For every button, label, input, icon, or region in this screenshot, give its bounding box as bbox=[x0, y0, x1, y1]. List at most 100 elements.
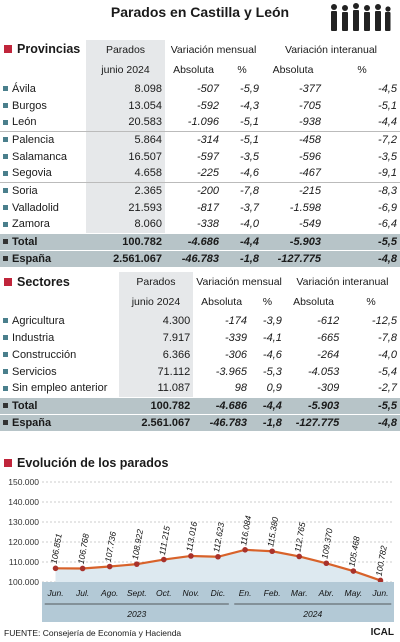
cell-m_pct: -5,3 bbox=[262, 365, 282, 378]
bullet-icon bbox=[3, 188, 8, 194]
row-name-cell: Valladolid bbox=[0, 199, 86, 216]
col-mensual: Variación mensual bbox=[196, 276, 282, 288]
cell-i_pct: -4,8 bbox=[324, 250, 400, 267]
brand-logo: ICAL bbox=[370, 627, 394, 638]
cell-i_pct: -5,5 bbox=[324, 233, 400, 250]
cell-m_abs: -200 bbox=[196, 184, 219, 197]
table-row: Servicios 71.112 -3.965 -5,3 -4.053 -5,4 bbox=[0, 363, 400, 380]
table-row: Burgos 13.054 -592 -4,3 -705 -5,1 bbox=[0, 97, 400, 114]
x-tick-label: Jun. bbox=[371, 588, 388, 598]
row-name: España bbox=[12, 252, 52, 265]
x-tick-label: Mar. bbox=[291, 588, 308, 598]
cell-i_pct: -5,4 bbox=[378, 365, 397, 378]
cell-parados: 2.561.067 bbox=[118, 414, 194, 431]
cell-parados: 4.658 bbox=[86, 165, 165, 182]
chart-title: Evolución de los parados bbox=[17, 456, 169, 470]
cell-i_pct: -5,1 bbox=[378, 99, 397, 112]
cell-m_pct: -3,7 bbox=[240, 201, 259, 214]
cell-parados: 4.300 bbox=[118, 312, 194, 329]
data-point bbox=[242, 547, 248, 553]
row-name-cell: Industria bbox=[0, 329, 119, 346]
cell-m_pct: -3,9 bbox=[262, 314, 282, 327]
bullet-icon bbox=[3, 318, 8, 324]
data-label: 108.922 bbox=[130, 528, 145, 560]
chart-header: Evolución de los parados bbox=[4, 456, 168, 470]
cell-m_pct: -3,5 bbox=[240, 150, 259, 163]
cell-m_abs: -46.783 bbox=[193, 414, 250, 431]
cell-m_abs: -4.686 bbox=[165, 233, 222, 250]
bullet-icon bbox=[3, 86, 8, 92]
cell-i_pct: -9,1 bbox=[378, 167, 397, 180]
cell-i_pct: -5,5 bbox=[342, 397, 400, 414]
data-label: 106.851 bbox=[49, 532, 64, 564]
row-name-cell: Zamora bbox=[0, 216, 86, 233]
cell-i_abs: -1.598 bbox=[289, 201, 321, 214]
cell-i_pct: -12,5 bbox=[371, 314, 397, 327]
year-label: 2024 bbox=[302, 609, 322, 619]
provincias-label: Provincias bbox=[17, 42, 81, 56]
data-label: 112.765 bbox=[292, 521, 307, 553]
col-pct: % bbox=[237, 64, 247, 76]
cell-parados: 7.917 bbox=[118, 329, 194, 346]
col-absoluta: Absoluta bbox=[272, 64, 314, 76]
data-point bbox=[215, 553, 221, 560]
col-interanual: Variación interanual bbox=[284, 44, 378, 56]
x-tick-label: Oct. bbox=[156, 588, 172, 598]
cell-m_abs: -339 bbox=[224, 331, 247, 344]
cell-m_pct: -4,4 bbox=[222, 233, 262, 250]
row-name-cell: Segovia bbox=[0, 165, 86, 182]
col-interanual: Variación interanual bbox=[296, 276, 389, 288]
cell-i_pct: -7,2 bbox=[378, 133, 397, 146]
row-name-cell: España bbox=[0, 250, 86, 267]
row-name: Valladolid bbox=[12, 201, 59, 214]
y-tick-label: 120.000 bbox=[8, 537, 39, 547]
row-name: Construcción bbox=[12, 348, 77, 361]
cell-i_abs: -5.903 bbox=[284, 397, 343, 414]
cell-i_abs: -612 bbox=[317, 314, 340, 327]
row-name-cell: León bbox=[0, 114, 86, 131]
cell-m_abs: -507 bbox=[196, 82, 219, 95]
cell-m_pct: 0,9 bbox=[266, 382, 282, 395]
cell-m_abs: 98 bbox=[234, 382, 247, 395]
page-title: Parados en Castilla y León bbox=[110, 4, 290, 20]
cell-i_pct: -8,3 bbox=[378, 184, 397, 197]
cell-m_pct: -5,1 bbox=[240, 116, 259, 129]
row-name-cell: Agricultura bbox=[0, 312, 119, 329]
data-point bbox=[269, 548, 275, 555]
sectores-table: Parados Variación mensual Variación inte… bbox=[0, 272, 400, 431]
row-name: Sin empleo anterior bbox=[12, 382, 108, 395]
bullet-icon bbox=[3, 137, 8, 143]
cell-m_abs: -4.686 bbox=[193, 397, 250, 414]
cell-parados: 100.782 bbox=[118, 397, 194, 414]
y-tick-label: 140.000 bbox=[8, 497, 39, 507]
cell-i_pct: -4,0 bbox=[378, 348, 397, 361]
col-parados-1: Parados bbox=[118, 272, 194, 292]
people-silhouette-icon bbox=[331, 3, 391, 31]
cell-i_abs: -467 bbox=[298, 167, 321, 180]
cell-i_pct: -4,5 bbox=[378, 82, 397, 95]
data-label: 106.768 bbox=[76, 533, 91, 565]
provincias-table: Parados Variación mensual Variación inte… bbox=[0, 40, 400, 267]
row-name: Segovia bbox=[12, 167, 52, 180]
cell-m_abs: -174 bbox=[224, 314, 247, 327]
bullet-icon bbox=[3, 403, 8, 409]
table-row: Valladolid 21.593 -817 -3,7 -1.598 -6,9 bbox=[0, 199, 400, 216]
cell-i_abs: -705 bbox=[298, 99, 321, 112]
data-label: 105.468 bbox=[347, 535, 362, 567]
cell-m_pct: -1,8 bbox=[249, 414, 285, 431]
cell-i_abs: -549 bbox=[298, 218, 321, 231]
x-tick-label: Feb. bbox=[264, 588, 281, 598]
data-point bbox=[161, 556, 167, 563]
cell-parados: 8.098 bbox=[86, 80, 165, 97]
cell-i_abs: -458 bbox=[298, 133, 321, 146]
x-tick-label: Dic. bbox=[211, 588, 226, 598]
cell-i_abs: -309 bbox=[317, 382, 340, 395]
x-tick-label: Sept. bbox=[127, 588, 147, 598]
table-row: Palencia 5.864 -314 -5,1 -458 -7,2 bbox=[0, 131, 400, 148]
bullet-icon bbox=[3, 221, 8, 227]
cell-m_pct: -4,6 bbox=[240, 167, 259, 180]
cell-m_pct: -4,0 bbox=[240, 218, 259, 231]
row-name: Zamora bbox=[12, 218, 50, 231]
bullet-icon bbox=[3, 335, 8, 341]
row-name-cell: Construcción bbox=[0, 346, 119, 363]
